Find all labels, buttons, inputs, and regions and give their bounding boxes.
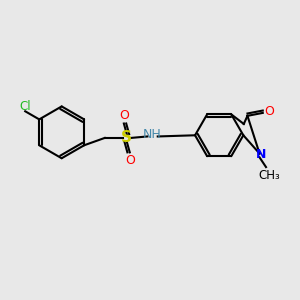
Text: Cl: Cl <box>20 100 31 113</box>
Text: CH₃: CH₃ <box>259 169 281 182</box>
Text: O: O <box>119 109 129 122</box>
Text: S: S <box>121 130 132 146</box>
Text: O: O <box>264 105 274 118</box>
Text: NH: NH <box>142 128 161 142</box>
Text: N: N <box>256 148 266 160</box>
Text: O: O <box>125 154 135 167</box>
